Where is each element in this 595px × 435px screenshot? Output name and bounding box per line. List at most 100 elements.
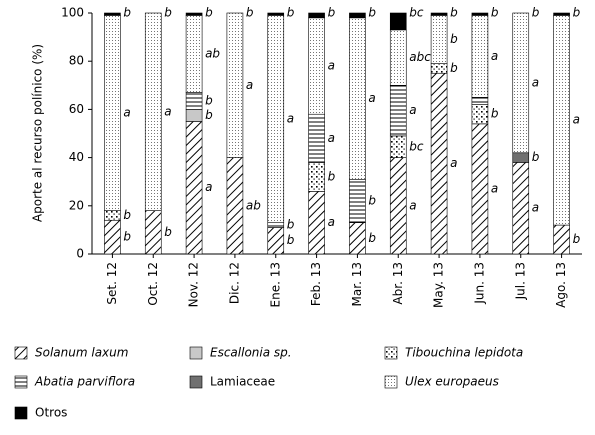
significance-letter: b [573,232,581,246]
significance-letter: b [491,107,499,121]
bar-segment [144,210,162,255]
legend-swatch [189,346,203,360]
significance-letter: bc [409,139,424,153]
bar-segment [104,12,121,16]
bar-segment [389,157,407,255]
bar-segment [349,12,366,19]
significance-letter: a [532,75,539,89]
legend-label: Abatia parviflora [34,375,135,389]
bar-segment [512,162,530,255]
x-tick-label: May. 13 [432,262,446,308]
bar-segment [144,12,162,211]
significance-letter: b [287,233,295,247]
x-tick-label: Feb. 13 [309,262,323,306]
significance-letter: a [409,103,416,117]
bar-segment [349,178,366,223]
significance-letter: b [368,193,376,207]
bar-segment [308,162,325,192]
legend-swatch [384,346,398,360]
x-tick-label: Nov. 12 [187,262,201,307]
significance-letter: b [368,231,376,245]
x-tick-label: Abr. 13 [391,262,405,305]
bar-segment [471,123,489,255]
significance-letter: b [532,6,540,20]
bar-segment [349,17,366,180]
x-tick-label: Ene. 13 [268,262,282,307]
significance-letter: b [368,6,376,20]
bar-segment [512,12,530,154]
x-tick-label: Dic. 12 [227,262,241,304]
significance-letter: b [205,108,213,122]
bar-segment [553,224,570,255]
y-tick-label: 60 [69,102,84,116]
legend-swatch [189,375,203,389]
significance-letter: a [246,78,253,92]
bar-segment [226,12,244,158]
bar-segment [553,15,570,226]
bar-segment [185,92,203,110]
significance-letter: b [287,218,295,232]
y-tick-label: 100 [61,6,84,20]
significance-letter: a [573,113,580,127]
significance-letter: b [328,6,336,20]
bar-segment [267,222,285,228]
bar-segment [349,222,366,255]
legend-swatch [14,406,28,420]
x-tick-label: Jun. 13 [472,262,486,305]
significance-letter: a [491,181,498,195]
bar-segment [104,219,121,255]
bar-segment [430,15,448,64]
significance-letter: b [123,6,131,20]
significance-letter: a [328,215,335,229]
bar-segment [185,109,203,122]
bar-segment [267,15,285,223]
x-tick-label: Ago. 13 [554,262,568,308]
bar-segment [308,113,325,163]
significance-letter: b [164,6,172,20]
legend-label: Otros [35,406,67,420]
bar-segment [471,15,489,98]
bar-segment [308,12,325,19]
bar-segment [430,63,448,74]
bar-segment [267,227,285,255]
y-tick-label: 20 [69,198,84,212]
bar-segment [471,97,489,105]
y-tick-label: 40 [69,150,84,164]
bar-segment [389,85,407,137]
significance-letter: a [328,131,335,145]
significance-letter: a [491,49,498,63]
bar-segment [308,191,325,255]
legend-swatch [14,375,28,389]
x-tick-label: Jul. 13 [513,262,527,300]
significance-letter: b [287,6,295,20]
significance-letter: a [287,112,294,126]
significance-letter: b [123,230,131,244]
bar-segment [267,12,285,16]
legend-label: Solanum laxum [35,346,128,360]
bar-segment [430,72,448,255]
legend-label: Lamiaceae [210,375,275,389]
significance-letter: b [164,225,172,239]
legend-swatch [14,346,28,360]
legend-label: Ulex europaeus [405,375,499,389]
significance-letter: b [123,208,131,222]
bar-segment [430,12,448,16]
y-tick-label: 80 [69,54,84,68]
y-tick-label: 0 [76,247,84,261]
significance-letter: b [573,6,581,20]
bar-segment [104,15,121,211]
significance-letter: a [409,198,416,212]
significance-letter: b [450,6,458,20]
significance-letter: abc [409,50,431,64]
significance-letter: b [532,150,540,164]
significance-letter: a [450,156,457,170]
significance-letter: b [491,6,499,20]
bar-segment [185,121,203,255]
bar-segment [185,15,203,93]
legend-label: Tibouchina lepidota [405,346,523,360]
bar-segment [471,104,489,125]
significance-letter: ab [246,198,261,212]
significance-letter: ab [205,46,220,60]
significance-letter: a [368,91,375,105]
x-tick-label: Set. 12 [105,262,119,305]
